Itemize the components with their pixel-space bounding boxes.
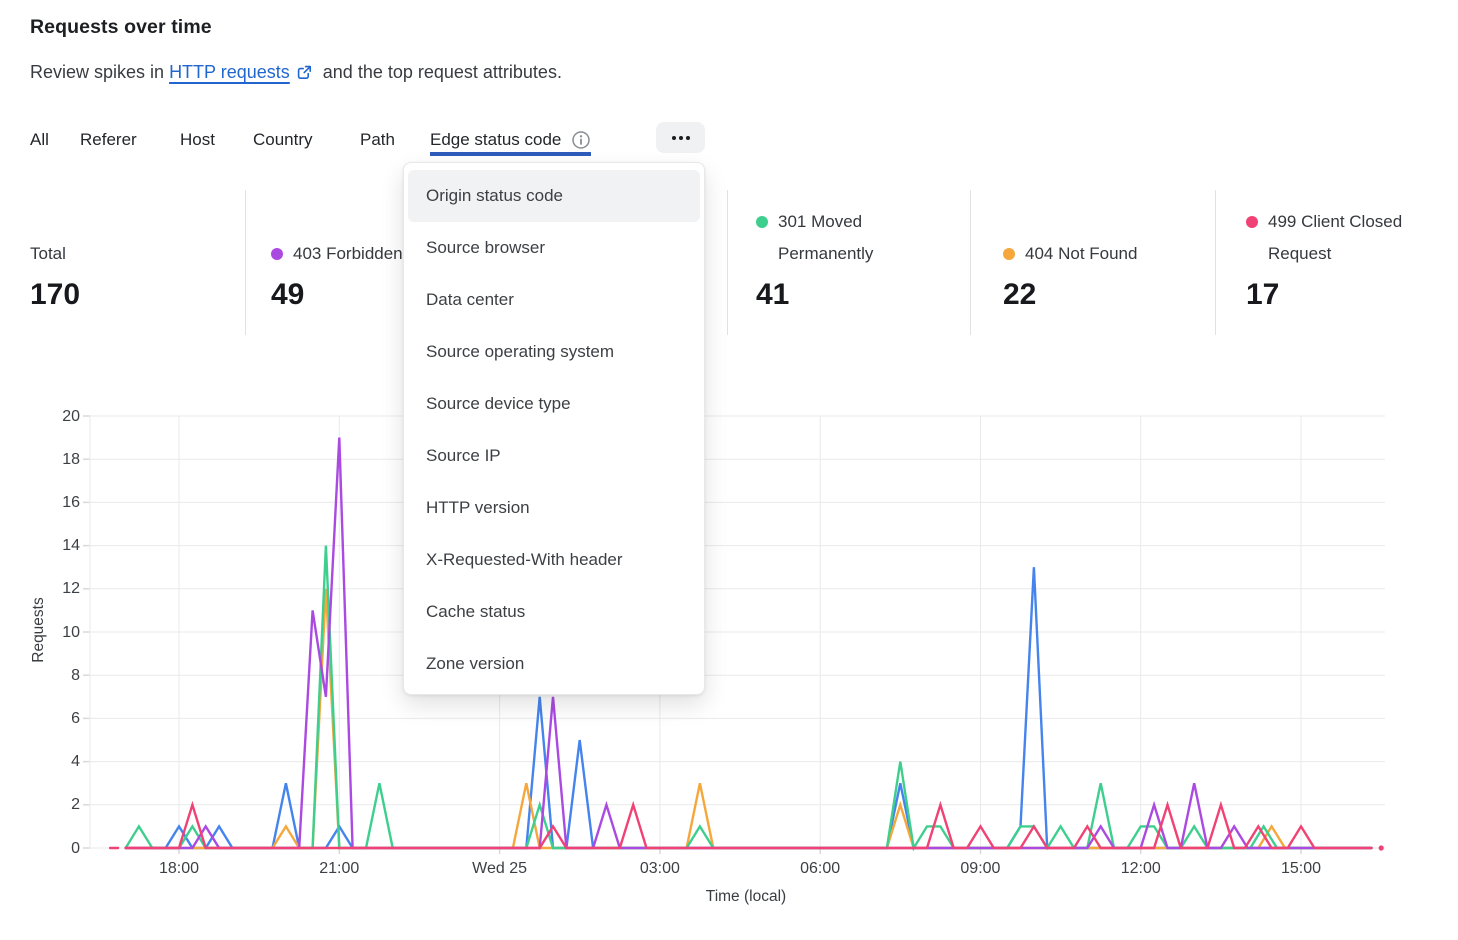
attribute-tabs: All Referer Host Country Path Edge status cod… [0, 122, 1458, 156]
series-line-301-moved-permanently [124, 545, 1373, 852]
menu-item-http-version[interactable]: HTTP version [426, 498, 530, 517]
series-line-unlabeled-blue [124, 567, 1373, 850]
tab-referer[interactable]: Referer [80, 124, 137, 155]
tab-host[interactable]: Host [180, 124, 215, 155]
y-axis-tick-label: 10 [62, 623, 80, 641]
menu-item-zone-version[interactable]: Zone version [426, 654, 525, 673]
stat-value: 41 [756, 278, 790, 311]
menu-item-source-ip[interactable]: Source IP [426, 446, 501, 465]
y-axis-tick-label: 8 [71, 666, 80, 684]
stat-divider [1215, 190, 1216, 335]
series-color-dot [1003, 248, 1015, 260]
menu-item-cache-status[interactable]: Cache status [426, 602, 526, 621]
series-end-dot [1378, 845, 1384, 851]
tab-label: Referer [80, 129, 137, 149]
stat-card-301-moved-permanently: 301 Moved Permanently 41 [756, 194, 928, 312]
x-axis-tick-label: 06:00 [800, 860, 841, 877]
stat-card-total: Total 170 [30, 194, 80, 312]
subtitle-text-prefix: Review spikes in [30, 62, 170, 82]
stat-value: 22 [1003, 278, 1037, 311]
menu-item-source-browser[interactable]: Source browser [426, 238, 546, 257]
http-requests-link[interactable]: HTTP requests [169, 62, 290, 82]
y-axis-tick-label: 14 [62, 537, 80, 555]
stat-label: 403 Forbidden [293, 244, 403, 263]
more-attributes-button[interactable] [656, 122, 705, 153]
attribute-dropdown-menu: Origin status code Source browser Data cen… [403, 162, 705, 695]
x-axis-tick-label: 15:00 [1280, 860, 1322, 877]
stat-label: 404 Not Found [1025, 244, 1138, 263]
x-axis-tick-label: 21:00 [319, 860, 360, 877]
x-axis-tick-label: 09:00 [960, 860, 1001, 877]
series-color-dot [1246, 216, 1258, 228]
series-color-dot [271, 248, 283, 260]
stat-divider [727, 190, 728, 335]
subtitle-text-suffix: and the top request attributes. [317, 62, 562, 82]
x-axis-tick-label: Wed 25 [472, 860, 527, 877]
y-axis-tick-label: 0 [71, 839, 80, 857]
y-axis-tick-label: 16 [62, 493, 80, 511]
tab-edge-status-code[interactable]: Edge status code [430, 124, 592, 156]
x-axis-title: Time (local) [705, 888, 787, 905]
stat-label: 301 Moved Permanently [778, 212, 874, 263]
tab-all[interactable]: All [30, 124, 49, 155]
stat-value: 170 [30, 278, 81, 311]
x-axis-tick-label: 12:00 [1120, 860, 1161, 877]
menu-item-origin-status-code[interactable]: Origin status code [408, 170, 700, 222]
ellipsis-icon [671, 135, 676, 140]
page-title: Requests over time [30, 16, 212, 38]
tab-path[interactable]: Path [360, 124, 395, 155]
tab-label: Host [180, 129, 215, 149]
y-axis-tick-label: 2 [71, 796, 80, 814]
info-icon[interactable] [571, 130, 591, 150]
x-axis-tick-label: 03:00 [639, 860, 680, 877]
external-link-icon [297, 64, 312, 85]
stat-card-404-not-found: 404 Not Found 22 [1003, 194, 1137, 312]
tab-country[interactable]: Country [253, 124, 313, 155]
menu-item-x-requested-with-header[interactable]: X-Requested-With header [426, 550, 623, 569]
stat-divider [970, 190, 971, 335]
active-tab-underline [430, 152, 592, 156]
chart-canvas [83, 415, 1385, 854]
menu-item-source-operating-system[interactable]: Source operating system [426, 342, 615, 361]
stat-card-499-client-closed-request: 499 Client Closed Request 17 [1246, 194, 1418, 312]
y-axis-tick-label: 18 [62, 450, 80, 468]
stat-label: Total [30, 244, 66, 263]
series-line-403-forbidden [124, 437, 1373, 850]
tab-label: All [30, 129, 49, 149]
stat-value: 17 [1246, 278, 1280, 311]
menu-item-data-center[interactable]: Data center [426, 290, 514, 309]
y-axis-tick-label: 20 [62, 407, 80, 425]
page-subtitle: Review spikes in HTTP requests and the t… [30, 62, 562, 85]
x-axis-tick-label: 18:00 [158, 860, 200, 877]
tab-label: Country [253, 129, 313, 149]
stat-value: 49 [271, 278, 305, 311]
stat-divider [245, 190, 246, 335]
series-line-499-client-closed-request [124, 800, 1373, 850]
menu-item-source-device-type[interactable]: Source device type [426, 394, 571, 413]
y-axis-title: Requests [30, 597, 47, 663]
stat-label: 499 Client Closed Request [1268, 212, 1403, 263]
y-axis-tick-label: 12 [62, 580, 80, 598]
y-axis-tick-label: 6 [71, 709, 80, 727]
tab-label: Edge status code [430, 129, 562, 149]
series-color-dot [756, 216, 768, 228]
tab-label: Path [360, 129, 395, 149]
stat-card-403-forbidden: 403 Forbidden 49 [271, 194, 403, 312]
y-axis-tick-label: 4 [71, 753, 80, 771]
